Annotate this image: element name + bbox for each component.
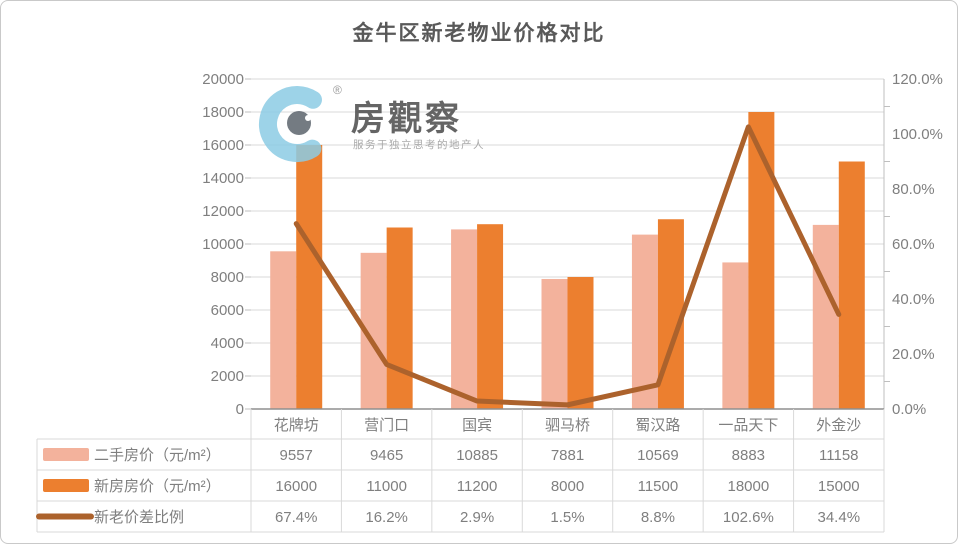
table-cell-value: 11000 <box>366 478 407 495</box>
category-label: 驷马桥 <box>545 417 590 434</box>
table-cell-value: 10885 <box>456 447 498 464</box>
left-axis-tick-label: 14000 <box>202 170 244 187</box>
category-label: 一品天下 <box>718 417 778 434</box>
table-cell-value: 8000 <box>551 478 584 495</box>
category-label: 营门口 <box>364 417 409 434</box>
table-cell-value: 7881 <box>551 447 584 464</box>
new-price-bar <box>477 224 504 409</box>
table-cell-value: 15000 <box>818 478 860 495</box>
secondhand-price-bar <box>270 251 297 409</box>
table-cell-value: 102.6% <box>723 509 774 526</box>
category-label: 蜀汉路 <box>635 417 680 434</box>
table-cell-value: 2.9% <box>460 509 494 526</box>
new-price-bar <box>296 145 323 409</box>
right-axis-tick-label: 60.0% <box>892 236 935 253</box>
chart-title: 金牛区新老物业价格对比 <box>352 22 606 45</box>
new-price-bar <box>838 161 865 409</box>
left-axis-tick-label: 4000 <box>211 335 244 352</box>
table-cell-value: 16.2% <box>365 509 408 526</box>
left-axis-tick-label: 20000 <box>202 71 244 88</box>
new-price-bar <box>386 227 413 409</box>
left-axis-tick-label: 10000 <box>202 236 244 253</box>
secondhand-price-bar <box>451 229 478 409</box>
secondhand-price-bar <box>541 278 568 409</box>
table-cell-value: 8.8% <box>641 509 675 526</box>
left-axis-tick-label: 6000 <box>211 302 244 319</box>
table-cell-value: 11500 <box>638 478 679 495</box>
new-price-bar <box>748 112 775 409</box>
table-cell-value: 8883 <box>732 447 765 464</box>
price-gap-ratio-line <box>293 124 842 408</box>
left-axis-tick-label: 2000 <box>211 368 244 385</box>
table-cell-value: 9465 <box>370 447 403 464</box>
right-axis-tick-label: 20.0% <box>892 346 935 363</box>
table-cell-value: 34.4% <box>818 509 861 526</box>
category-label: 国宾 <box>462 417 492 434</box>
table-cell-value: 10569 <box>637 447 679 464</box>
new-price-bar <box>567 277 594 409</box>
table-cell-value: 9557 <box>280 447 313 464</box>
right-axis-tick-label: 40.0% <box>892 291 935 308</box>
left-axis-tick-label: 12000 <box>202 203 244 220</box>
legend-swatch-new <box>43 479 89 492</box>
table-cell-value: 11158 <box>819 447 859 464</box>
left-axis-tick-label: 16000 <box>202 137 244 154</box>
left-axis-tick-label: 8000 <box>211 269 244 286</box>
secondhand-price-bar <box>631 234 658 409</box>
table-cell-value: 11200 <box>457 478 498 495</box>
table-cell-value: 67.4% <box>275 509 318 526</box>
legend-swatch-secondhand <box>43 448 89 461</box>
legend-row-label: 新房房价（元/m²） <box>94 478 221 495</box>
category-label: 外金沙 <box>816 417 861 434</box>
right-axis-tick-label: 100.0% <box>892 126 943 143</box>
secondhand-price-bar <box>722 262 749 409</box>
table-cell-value: 1.5% <box>550 509 584 526</box>
table-cell-value: 18000 <box>727 478 769 495</box>
category-label: 花牌坊 <box>274 417 319 434</box>
legend-row-label: 二手房价（元/m²） <box>94 447 221 464</box>
legend-row-label: 新老价差比例 <box>94 509 184 526</box>
right-axis-tick-label: 0.0% <box>892 401 926 418</box>
left-axis-tick-label: 0 <box>236 401 244 418</box>
right-axis-tick-label: 120.0% <box>892 71 943 88</box>
left-axis-tick-label: 18000 <box>202 104 244 121</box>
right-axis-tick-label: 80.0% <box>892 181 935 198</box>
table-cell-value: 16000 <box>275 478 317 495</box>
secondhand-price-bar <box>812 224 839 409</box>
